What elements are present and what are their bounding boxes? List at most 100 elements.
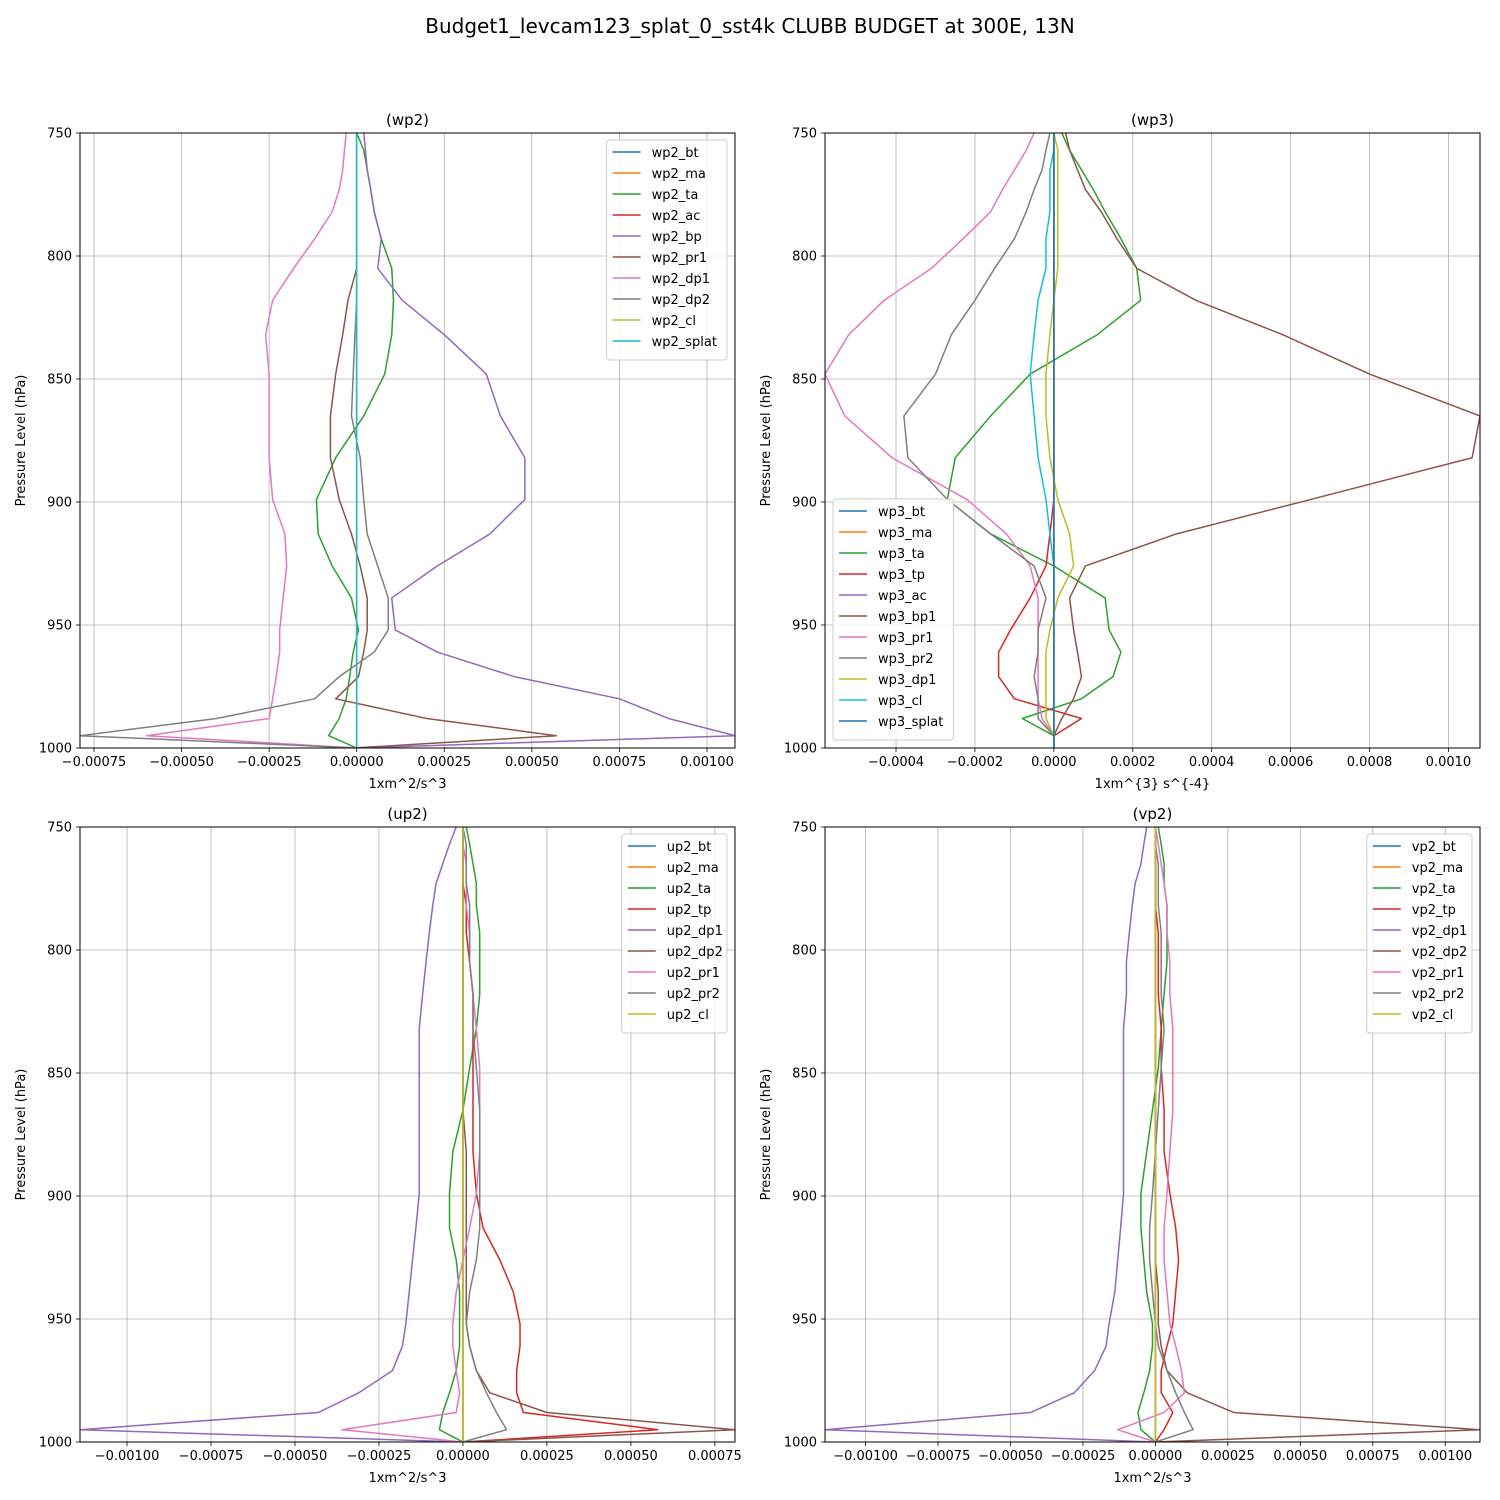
- legend-box: [621, 833, 728, 1034]
- y-tick-label: 950: [47, 1313, 72, 1328]
- legend-label: up2_ta: [667, 882, 711, 897]
- x-tick-label: 0.00075: [688, 1449, 742, 1464]
- legend-label: wp3_splat: [878, 715, 943, 730]
- x-tick-label: −0.00100: [95, 1449, 160, 1464]
- legend-label: up2_ma: [667, 861, 719, 876]
- legend-label: wp2_dp1: [652, 272, 710, 287]
- x-tick-label: 0.0010: [1426, 755, 1472, 770]
- series-line-wp3_dp1: [1045, 133, 1075, 748]
- y-tick-label: 900: [792, 496, 817, 511]
- series-line-wp3_tp: [997, 133, 1083, 748]
- y-tick-label: 1000: [39, 742, 72, 757]
- y-tick-label: 1000: [784, 1436, 817, 1451]
- x-tick-label: −0.00025: [1051, 1449, 1116, 1464]
- legend: wp3_bt wp3_ma wp3_ta wp3_tp wp3_ac wp3_bp1 wp3…: [832, 498, 954, 741]
- x-axis-label: 1xm^2/s^3: [368, 777, 446, 792]
- panel-vp2: −0.00100 −0.00075 −0.00050 −0.00025 0.00000 0…: [759, 805, 1481, 1486]
- legend-label: wp3_pr2: [878, 652, 934, 667]
- x-tick-label: −0.00025: [237, 755, 302, 770]
- legend-label: vp2_tp: [1412, 903, 1456, 918]
- legend-label: vp2_pr2: [1412, 987, 1465, 1002]
- legend-label: wp3_dp1: [878, 673, 936, 688]
- legend-label: wp3_tp: [878, 568, 925, 583]
- y-axis-label: Pressure Level (hPa): [759, 1069, 774, 1201]
- legend-label: up2_dp2: [667, 945, 723, 960]
- y-axis-label: Pressure Level (hPa): [759, 375, 774, 507]
- legend: vp2_bt vp2_ma vp2_ta vp2_tp vp2_dp1 vp2_dp2vp…: [1366, 833, 1473, 1034]
- y-tick-label: 750: [47, 127, 72, 142]
- x-tick-label: −0.00075: [179, 1449, 244, 1464]
- x-tick-label: 0.0004: [1189, 755, 1235, 770]
- series-line-up2_dp1: [80, 827, 463, 1442]
- y-tick-label: 750: [47, 821, 72, 836]
- x-tick-label: 0.0008: [1347, 755, 1393, 770]
- series-group: [80, 133, 735, 748]
- legend-label: wp2_bt: [652, 146, 699, 161]
- x-tick-label: 0.00025: [417, 755, 471, 770]
- y-tick-label: 750: [792, 821, 817, 836]
- x-tick-label: −0.00050: [263, 1449, 328, 1464]
- legend-label: wp2_cl: [652, 314, 696, 329]
- x-tick-label: 0.0006: [1268, 755, 1314, 770]
- series-line-up2_pr2: [462, 827, 508, 1442]
- x-axis-label: 1xm^2/s^3: [1113, 1471, 1191, 1486]
- x-tick-label: 0.00050: [604, 1449, 658, 1464]
- legend-label: wp3_ac: [878, 589, 927, 604]
- axes-frame: [79, 132, 736, 749]
- figure-title: Budget1_levcam123_splat_0_sst4k CLUBB BU…: [425, 14, 1075, 38]
- y-tick-label: 800: [47, 250, 72, 265]
- series-line-vp2_dp1: [825, 827, 1156, 1442]
- y-tick-label: 950: [47, 619, 72, 634]
- y-axis-label: Pressure Level (hPa): [14, 375, 29, 507]
- x-axis-label: 1xm^2/s^3: [368, 1471, 446, 1486]
- panel-title: (wp2): [386, 111, 429, 129]
- x-tick-label: 0.00050: [1273, 1449, 1327, 1464]
- y-tick-label: 850: [47, 1067, 72, 1082]
- panel-title: (up2): [387, 805, 427, 823]
- series-line-wp3_pr2: [903, 133, 1055, 748]
- legend-label: up2_pr2: [667, 987, 720, 1002]
- x-axis-label: 1xm^{3} s^{-4}: [1095, 777, 1211, 792]
- legend: wp2_bt wp2_ma wp2_ta wp2_ac wp2_bp wp2_pr1 wp2…: [606, 139, 728, 361]
- axes-frame: [79, 826, 736, 1443]
- legend-label: wp2_ta: [652, 188, 699, 203]
- y-tick-label: 850: [47, 373, 72, 388]
- x-tick-label: 0.00025: [520, 1449, 574, 1464]
- legend-label: vp2_pr1: [1412, 966, 1465, 981]
- legend-label: wp3_pr1: [878, 631, 934, 646]
- x-tick-label: 0.00075: [1346, 1449, 1400, 1464]
- legend-label: up2_cl: [667, 1008, 709, 1023]
- legend-label: vp2_bt: [1412, 840, 1456, 855]
- y-tick-label: 850: [792, 1067, 817, 1082]
- x-tick-label: −0.0002: [947, 755, 1003, 770]
- y-tick-label: 950: [792, 619, 817, 634]
- legend-label: vp2_dp2: [1412, 945, 1468, 960]
- x-tick-label: 0.00100: [1418, 1449, 1472, 1464]
- legend: up2_bt up2_ma up2_ta up2_tp up2_dp1 up2_dp2up…: [621, 833, 728, 1034]
- y-tick-label: 900: [47, 496, 72, 511]
- x-tick-label: 0.00025: [1201, 1449, 1255, 1464]
- y-tick-label: 1000: [39, 1436, 72, 1451]
- x-tick-label: −0.00025: [347, 1449, 412, 1464]
- y-tick-label: 800: [47, 944, 72, 959]
- series-line-wp3_bp1: [1053, 133, 1480, 748]
- series-line-wp2_pr1: [329, 133, 558, 748]
- series-line-wp3_pr1: [825, 133, 1055, 748]
- x-tick-label: −0.00075: [906, 1449, 971, 1464]
- series-group: [80, 827, 735, 1442]
- y-tick-label: 750: [792, 127, 817, 142]
- series-line-wp3_ta: [946, 133, 1142, 748]
- series-line-wp2_dp1: [145, 133, 357, 748]
- panel-title: (wp3): [1131, 111, 1174, 129]
- x-tick-label: 0.00000: [436, 1449, 490, 1464]
- legend-label: up2_pr1: [667, 966, 720, 981]
- x-tick-label: 0.00075: [593, 755, 647, 770]
- series-group: [825, 827, 1480, 1442]
- x-tick-label: 0.0002: [1110, 755, 1156, 770]
- legend-label: vp2_cl: [1412, 1008, 1453, 1023]
- axes-frame: [824, 132, 1481, 749]
- x-tick-label: −0.00100: [833, 1449, 898, 1464]
- legend-label: up2_bt: [667, 840, 712, 855]
- legend-label: wp2_bp: [652, 230, 702, 245]
